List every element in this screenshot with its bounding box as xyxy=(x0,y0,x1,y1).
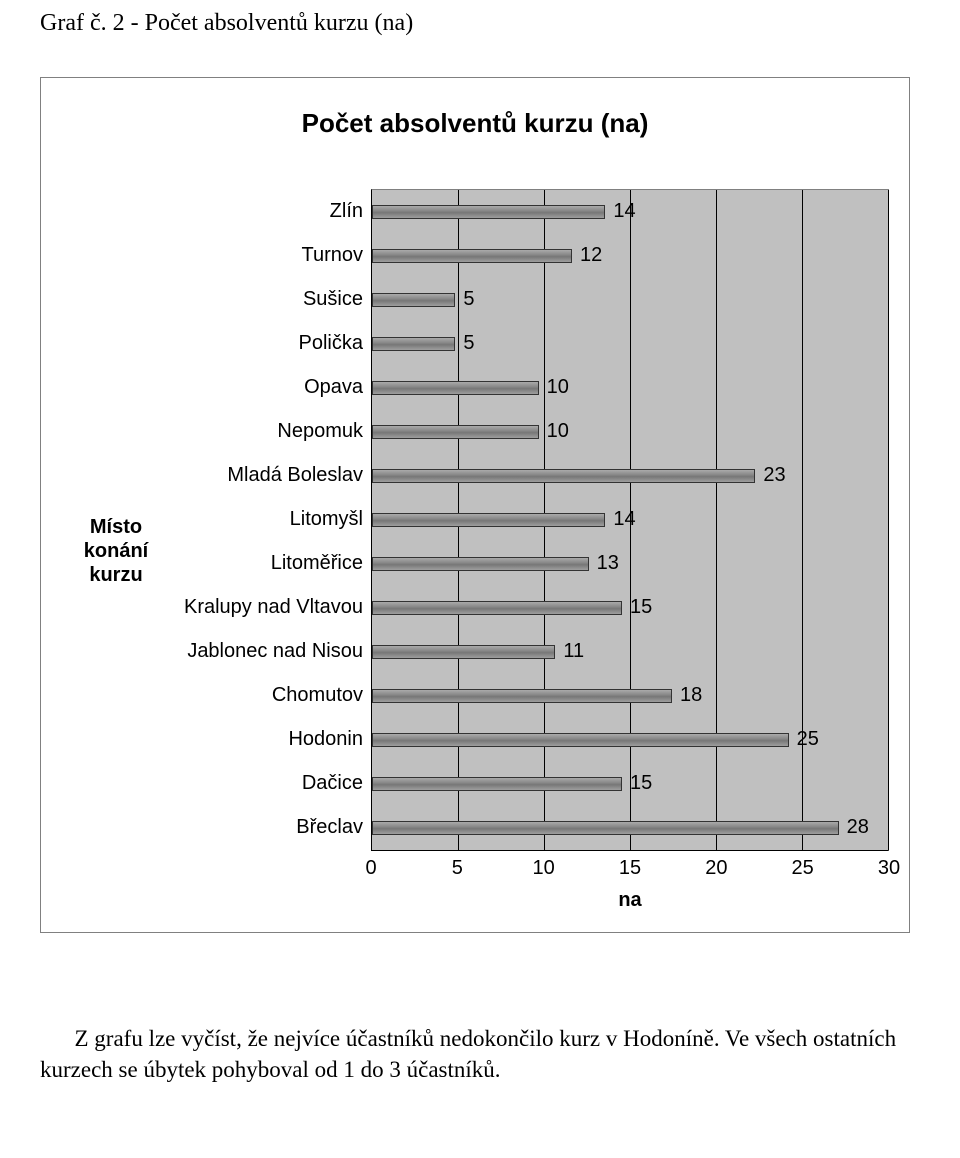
gridline xyxy=(888,190,889,850)
bar xyxy=(372,689,672,703)
footer-paragraph: Z grafu lze vyčíst, že nejvíce účastníků… xyxy=(40,1023,920,1085)
bar-value-label: 13 xyxy=(597,552,619,575)
y-axis-title-line2: kurzu xyxy=(61,563,171,587)
bar-slot: 14 xyxy=(372,498,888,542)
bar xyxy=(372,293,455,307)
bar-value-label: 25 xyxy=(797,728,819,751)
bar-slot: 13 xyxy=(372,542,888,586)
x-tick-label: 0 xyxy=(365,857,376,880)
bar xyxy=(372,557,589,571)
bar-slot: 12 xyxy=(372,234,888,278)
bar-value-label: 28 xyxy=(847,816,869,839)
plot-row: ZlínTurnovSušicePoličkaOpavaNepomukMladá… xyxy=(171,189,889,851)
bar-slot: 18 xyxy=(372,674,888,718)
x-ticks: 051015202530 xyxy=(371,851,889,881)
x-tick-label: 30 xyxy=(878,857,900,880)
category-label: Mladá Boleslav xyxy=(171,453,371,497)
page: Graf č. 2 - Počet absolventů kurzu (na) … xyxy=(0,0,960,1125)
bar xyxy=(372,337,455,351)
x-ticks-row: 051015202530 xyxy=(171,851,889,881)
category-label: Sušice xyxy=(171,277,371,321)
category-label: Chomutov xyxy=(171,673,371,717)
bar-value-label: 5 xyxy=(463,332,474,355)
bar-slot: 5 xyxy=(372,278,888,322)
bar xyxy=(372,513,605,527)
category-label: Polička xyxy=(171,321,371,365)
category-label: Dačice xyxy=(171,761,371,805)
x-axis-title: na xyxy=(371,889,889,912)
bar xyxy=(372,425,539,439)
category-label: Zlín xyxy=(171,189,371,233)
bar xyxy=(372,733,789,747)
bar-slot: 14 xyxy=(372,190,888,234)
bar-value-label: 10 xyxy=(547,376,569,399)
x-tick-label: 20 xyxy=(705,857,727,880)
bar-value-label: 14 xyxy=(613,200,635,223)
bar-slot: 10 xyxy=(372,410,888,454)
bar-slot: 25 xyxy=(372,718,888,762)
chart-title: Počet absolventů kurzu (na) xyxy=(61,108,889,139)
bar xyxy=(372,601,622,615)
category-label: Nepomuk xyxy=(171,409,371,453)
x-tick-label: 10 xyxy=(533,857,555,880)
page-title: Graf č. 2 - Počet absolventů kurzu (na) xyxy=(40,10,920,37)
category-labels: ZlínTurnovSušicePoličkaOpavaNepomukMladá… xyxy=(171,189,371,851)
bar-value-label: 10 xyxy=(547,420,569,443)
category-label: Hodonin xyxy=(171,717,371,761)
bar-value-label: 18 xyxy=(680,684,702,707)
bar-value-label: 15 xyxy=(630,596,652,619)
bar-value-label: 12 xyxy=(580,244,602,267)
bar-value-label: 5 xyxy=(463,288,474,311)
x-tick-label: 15 xyxy=(619,857,641,880)
bar xyxy=(372,381,539,395)
y-axis-title: Místo konání kurzu xyxy=(61,515,171,587)
bar-value-label: 11 xyxy=(563,640,584,663)
bar-value-label: 14 xyxy=(613,508,635,531)
x-tick-label: 25 xyxy=(792,857,814,880)
bar xyxy=(372,821,839,835)
chart-body: Místo konání kurzu ZlínTurnovSušicePolič… xyxy=(61,189,889,912)
category-label: Litoměřice xyxy=(171,541,371,585)
category-label: Kralupy nad Vltavou xyxy=(171,585,371,629)
bar xyxy=(372,777,622,791)
category-label: Břeclav xyxy=(171,805,371,849)
bar-value-label: 15 xyxy=(630,772,652,795)
bar xyxy=(372,469,755,483)
category-label: Opava xyxy=(171,365,371,409)
plot-area: 14 12 5 5 10 10 23 14 13 15 11 18 25 15 28 xyxy=(371,189,889,851)
x-ticks-spacer xyxy=(171,851,371,881)
bar-slot: 11 xyxy=(372,630,888,674)
bar-slot: 23 xyxy=(372,454,888,498)
bar-slot: 10 xyxy=(372,366,888,410)
category-label: Litomyšl xyxy=(171,497,371,541)
chart-container: Počet absolventů kurzu (na) Místo konání… xyxy=(40,77,910,933)
bar-value-label: 23 xyxy=(763,464,785,487)
bar xyxy=(372,249,572,263)
bar xyxy=(372,645,555,659)
bar-slot: 15 xyxy=(372,762,888,806)
y-axis-title-line1: Místo konání xyxy=(61,515,171,563)
category-label: Jablonec nad Nisou xyxy=(171,629,371,673)
category-label: Turnov xyxy=(171,233,371,277)
footer-text: Z grafu lze vyčíst, že nejvíce účastníků… xyxy=(40,1026,896,1082)
x-tick-label: 5 xyxy=(452,857,463,880)
bars-layer: 14 12 5 5 10 10 23 14 13 15 11 18 25 15 28 xyxy=(372,190,888,850)
plot-column: ZlínTurnovSušicePoličkaOpavaNepomukMladá… xyxy=(171,189,889,912)
bar-slot: 5 xyxy=(372,322,888,366)
bar-slot: 28 xyxy=(372,806,888,850)
bar-slot: 15 xyxy=(372,586,888,630)
bar xyxy=(372,205,605,219)
